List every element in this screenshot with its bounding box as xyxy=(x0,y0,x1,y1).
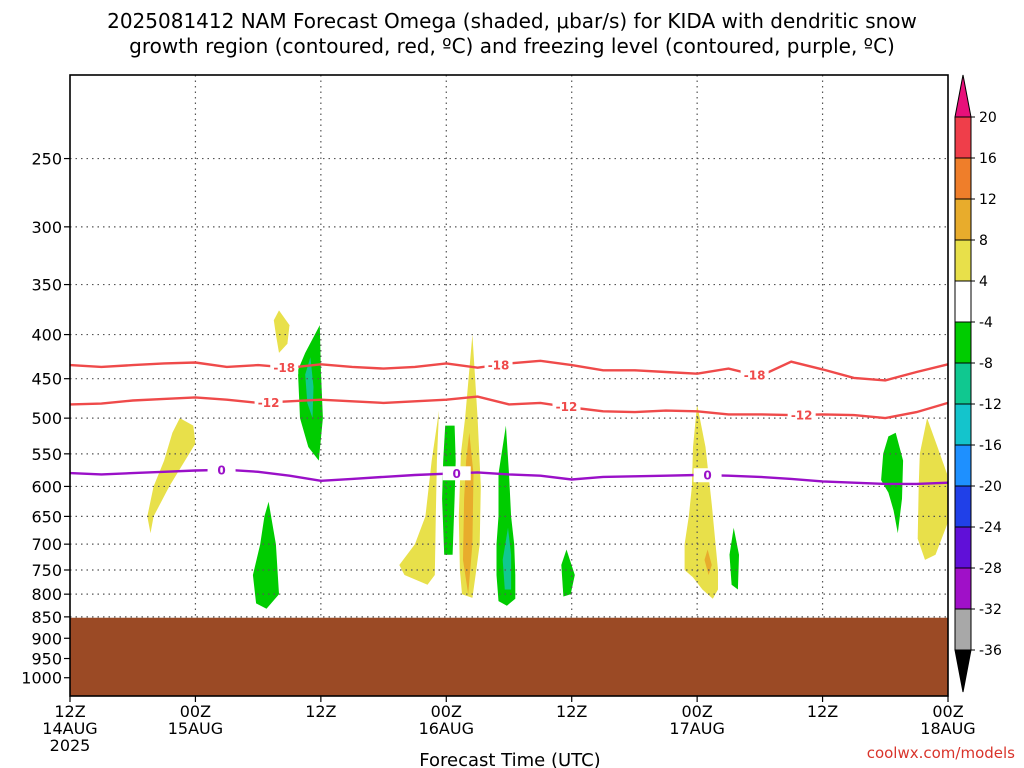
contour-label-2-0: 0 xyxy=(217,463,225,477)
contour-label-1-1: -12 xyxy=(556,400,578,414)
y-tick-label-1000: 1000 xyxy=(21,669,62,688)
x-tick-label-60-1: 17AUG xyxy=(669,719,724,738)
x-tick-label-0-0: 12Z xyxy=(54,702,85,721)
y-tick-label-700: 700 xyxy=(31,535,62,554)
omega-region-16 xyxy=(917,418,948,560)
contour-label-0-2: -18 xyxy=(744,368,766,382)
colorbar-swatch-11 xyxy=(954,567,972,610)
contour-label-0-0: -18 xyxy=(273,361,295,375)
x-tick-label-0-2: 2025 xyxy=(50,736,91,755)
y-tick-label-900: 900 xyxy=(31,629,62,648)
colorbar-label-2: 12 xyxy=(979,192,997,208)
chart-title-line-1: 2025081412 NAM Forecast Omega (shaded, μ… xyxy=(107,9,917,33)
y-tick-label-950: 950 xyxy=(31,650,62,669)
omega-region-0 xyxy=(273,310,290,353)
colorbar: 20 16 12 8 4 -4 -8 -12 -16 -20 -24 -28 -32 -36 xyxy=(954,74,1002,693)
colorbar-label-5: -4 xyxy=(979,315,993,331)
colorbar-label-9: -20 xyxy=(979,479,1002,495)
x-tick-label-24-0: 12Z xyxy=(305,702,336,721)
y-tick-label-650: 650 xyxy=(31,507,62,526)
y-tick-label-600: 600 xyxy=(31,477,62,496)
y-tick-label-450: 450 xyxy=(31,370,62,389)
colorbar-bottom-arrow xyxy=(954,649,972,693)
colorbar-swatch-5 xyxy=(954,321,972,364)
colorbar-swatch-8 xyxy=(954,444,972,487)
x-tick-label-0-1: 14AUG xyxy=(42,719,97,738)
colorbar-label-7: -12 xyxy=(979,397,1002,413)
y-tick-label-550: 550 xyxy=(31,445,62,464)
contour-label-bg-2-0 xyxy=(207,462,236,477)
colorbar-swatch-10 xyxy=(954,526,972,569)
colorbar-label-1: 16 xyxy=(979,151,997,167)
omega-region-14 xyxy=(729,527,739,590)
y-tick-label-250: 250 xyxy=(31,150,62,169)
omega-region-1 xyxy=(147,418,196,534)
contour-label-2-2: 0 xyxy=(703,469,711,483)
colorbar-top-arrow xyxy=(954,74,972,118)
colorbar-label-4: 4 xyxy=(979,274,988,290)
y-tick-label-300: 300 xyxy=(31,218,62,237)
x-tick-label-60-0: 00Z xyxy=(681,702,712,721)
omega-region-3 xyxy=(305,357,314,419)
colorbar-swatch-3 xyxy=(954,239,972,282)
omega-region-11 xyxy=(561,549,575,597)
contour-label-bg-1-1 xyxy=(552,399,581,414)
credit-link[interactable]: coolwx.com/models xyxy=(867,744,1015,762)
colorbar-label-10: -24 xyxy=(979,520,1002,536)
contour-line-1 xyxy=(69,395,949,420)
ground-fill xyxy=(70,617,948,696)
plot-frame xyxy=(69,74,949,697)
x-tick-label-36-0: 00Z xyxy=(431,702,462,721)
colorbar-label-11: -28 xyxy=(979,561,1002,577)
contour-label-bg-0-1 xyxy=(484,357,513,372)
colorbar-label-12: -32 xyxy=(979,602,1002,618)
y-tick-label-750: 750 xyxy=(31,561,62,580)
colorbar-swatch-2 xyxy=(954,198,972,241)
contour-label-bg-0-0 xyxy=(270,360,299,375)
colorbar-label-6: -8 xyxy=(979,356,993,372)
contour-label-bg-1-0 xyxy=(254,395,283,410)
contour-label-1-2: -12 xyxy=(791,408,813,422)
colorbar-label-8: -16 xyxy=(979,438,1002,454)
colorbar-label-0: 20 xyxy=(979,110,997,126)
contour-label-bg-1-2 xyxy=(787,407,816,422)
colorbar-swatch-4 xyxy=(954,280,972,323)
omega-region-8 xyxy=(442,425,456,555)
contour-label-1-0: -12 xyxy=(258,396,280,410)
chart-title-line-2: growth region (contoured, red, ºC) and f… xyxy=(129,34,895,58)
contour-label-bg-2-1 xyxy=(442,466,471,481)
colorbar-label-3: 8 xyxy=(979,233,988,249)
x-tick-label-84-1: 18AUG xyxy=(920,719,975,738)
colorbar-swatch-1 xyxy=(954,157,972,200)
colorbar-swatch-7 xyxy=(954,403,972,446)
y-tick-label-400: 400 xyxy=(31,326,62,345)
contour-label-bg-0-2 xyxy=(740,367,769,382)
contour-label-bg-2-2 xyxy=(693,468,722,483)
x-tick-label-72-0: 12Z xyxy=(807,702,838,721)
x-tick-label-36-1: 16AUG xyxy=(419,719,474,738)
colorbar-swatch-0 xyxy=(954,116,972,159)
contour-label-0-1: -18 xyxy=(488,358,510,372)
colorbar-label-13: -36 xyxy=(979,643,1002,659)
omega-region-13 xyxy=(704,549,712,575)
x-tick-label-12-0: 00Z xyxy=(180,702,211,721)
colorbar-swatch-6 xyxy=(954,362,972,405)
x-axis-label: Forecast Time (UTC) xyxy=(419,750,600,768)
x-tick-label-12-1: 15AUG xyxy=(168,719,223,738)
x-tick-label-84-0: 00Z xyxy=(932,702,963,721)
x-tick-label-48-0: 12Z xyxy=(556,702,587,721)
y-tick-label-350: 350 xyxy=(31,276,62,295)
omega-region-10 xyxy=(502,527,512,590)
y-tick-label-850: 850 xyxy=(31,608,62,627)
omega-region-4 xyxy=(252,501,279,609)
contour-label-2-1: 0 xyxy=(453,467,461,481)
omega-region-12 xyxy=(684,404,718,599)
y-tick-label-500: 500 xyxy=(31,409,62,428)
colorbar-swatch-12 xyxy=(954,608,972,651)
plot-area: -18 -18 -18 -12 -12 -12 0 0 0 250 300 350 400 450 500 5… xyxy=(21,74,976,755)
colorbar-swatch-9 xyxy=(954,485,972,528)
omega-region-5 xyxy=(399,410,439,585)
y-tick-label-800: 800 xyxy=(31,585,62,604)
